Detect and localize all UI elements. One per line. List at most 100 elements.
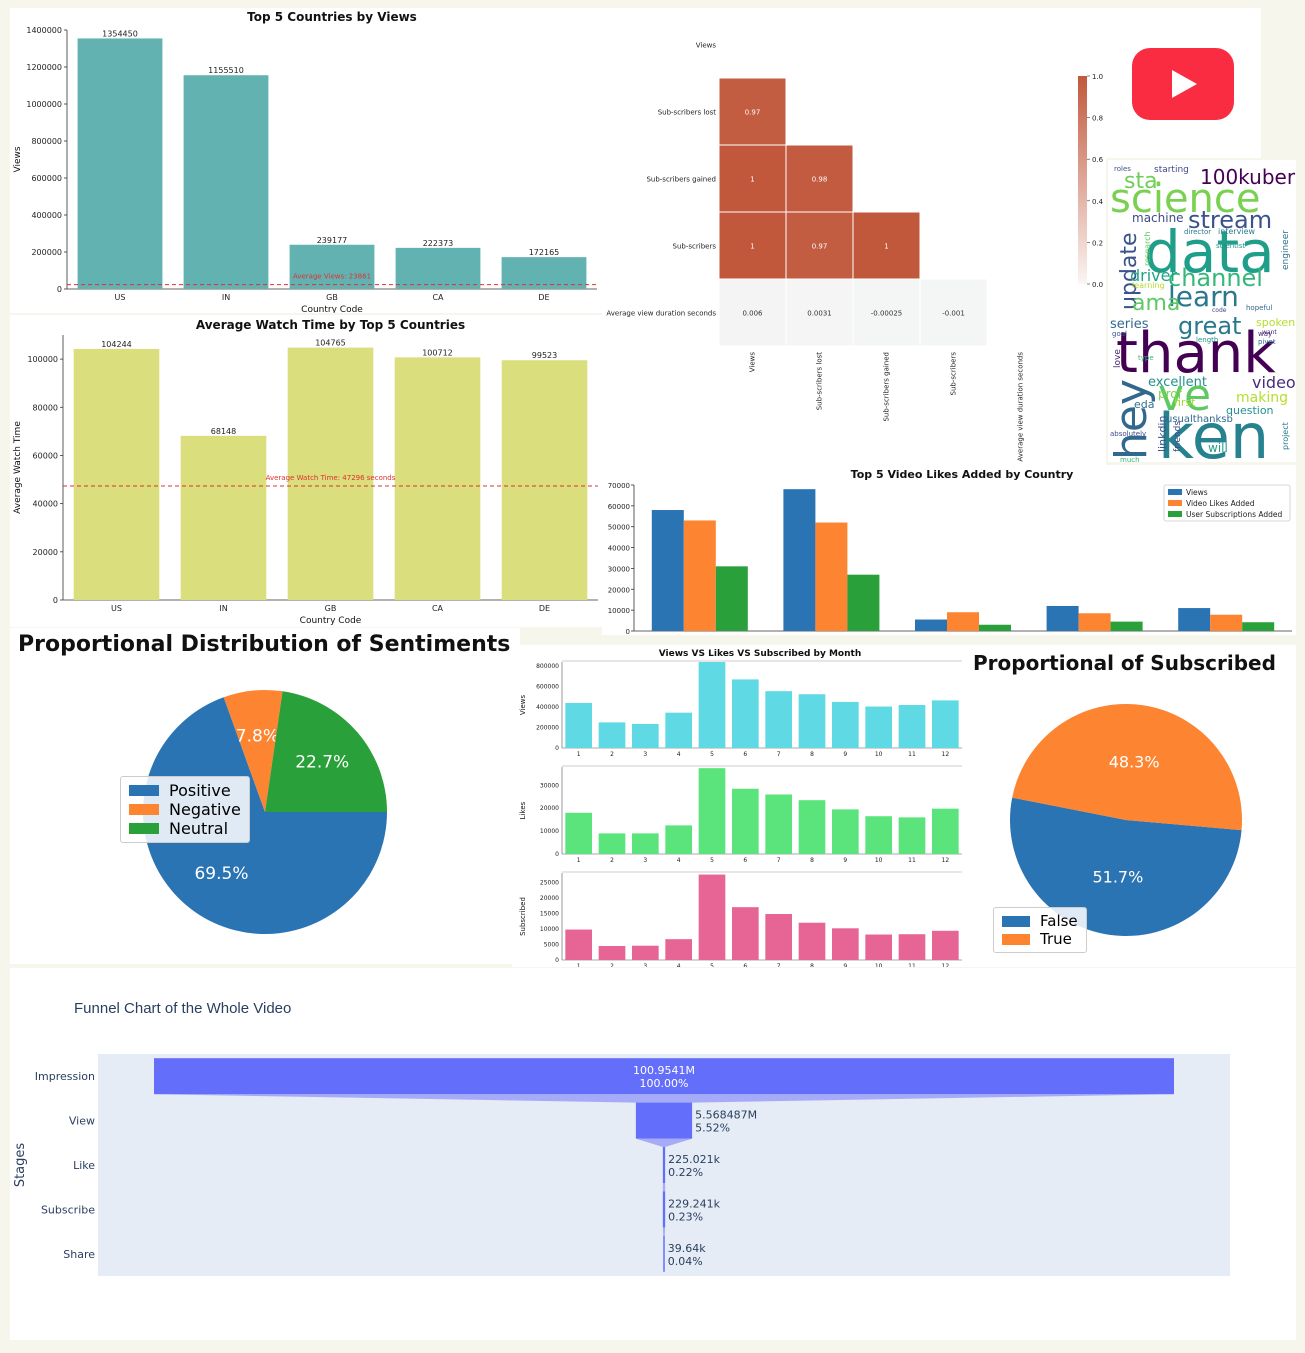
- bar-month-12: [932, 808, 959, 854]
- y-tick-label: 30000: [540, 782, 559, 789]
- word-ve: ve: [1158, 370, 1211, 421]
- funnel-bar-view: [635, 1102, 693, 1139]
- sentiment-panel: Proportional Distribution of Sentiments …: [10, 628, 520, 964]
- word-machine: machine: [1132, 211, 1184, 225]
- heatmap-cell-value: 1: [750, 243, 754, 251]
- bar-month-2: [598, 946, 626, 960]
- views-bar-chart: Top 5 Countries by Views 0 200000 400000 600…: [13, 10, 597, 315]
- word-project: project: [1281, 422, 1290, 450]
- word-roles: roles: [1114, 165, 1131, 173]
- y-axis-label: Likes: [519, 801, 527, 819]
- heatmap-col-label: Views: [749, 352, 757, 373]
- pie-slice-label: 69.5%: [194, 864, 248, 884]
- average-label: Average Watch Time: 47296 seconds: [266, 474, 396, 482]
- word-ken: ken: [1158, 400, 1269, 462]
- heatmap-row-label: Average view duration seconds: [606, 310, 716, 318]
- y-tick-label: 600000: [536, 684, 559, 691]
- funnel-value-label: 100.9541M: [633, 1064, 695, 1077]
- y-axis-label: Average Watch Time: [13, 421, 23, 514]
- y-tick-label: 0: [555, 851, 559, 858]
- heatmap-cell-value: 0.0031: [807, 310, 832, 318]
- funnel-percent-label: 100.00%: [640, 1077, 689, 1090]
- subscribed-pie-chart: 51.7% 48.3%: [1009, 704, 1242, 937]
- bar-value-label: 172165: [529, 248, 560, 257]
- x-tick-label: 9: [843, 751, 847, 758]
- y-tick-label: 25000: [540, 879, 559, 886]
- funnel-connector: [154, 1094, 1174, 1103]
- word-will: will: [1208, 441, 1228, 455]
- y-tick-label: 70000: [608, 482, 630, 490]
- x-tick-label: 2: [610, 963, 614, 967]
- bar-month-9: [832, 928, 859, 960]
- heatmap-cell-value: -0.001: [942, 310, 965, 318]
- x-tick-label: 5: [710, 857, 714, 864]
- funnel-stage-label: View: [69, 1115, 95, 1128]
- word-code: code: [1212, 307, 1227, 314]
- legend-item-false: False: [1002, 912, 1078, 930]
- legend-item-true: True: [1002, 930, 1078, 948]
- bar-value-label: 1155510: [208, 66, 244, 75]
- bar-month-11: [898, 817, 926, 854]
- heatmap-cell: [718, 278, 787, 347]
- word-channel: channel: [1168, 264, 1263, 292]
- bar-GB-Video Likes Added: [1078, 613, 1111, 631]
- bar-CA-Video Likes Added: [1210, 614, 1243, 631]
- bar-DE: [501, 360, 588, 600]
- pie-slice-label: 7.8%: [236, 727, 279, 747]
- bar-BR-User Subscriptions Added: [979, 624, 1011, 631]
- x-tick-label: CA: [432, 604, 444, 613]
- word-making: making: [1236, 390, 1288, 406]
- pie-slice-label: 22.7%: [295, 753, 349, 773]
- word-thank: thank: [1116, 321, 1276, 386]
- bar-month-12: [932, 930, 959, 960]
- x-tick-label: DE: [538, 293, 549, 302]
- funnel-percent-label: 0.23%: [668, 1210, 703, 1223]
- funnel-stage-label: Like: [73, 1159, 95, 1172]
- pie-slice-label: 51.7%: [1092, 867, 1143, 886]
- views-chart-panel: Top 5 Countries by Views 0 200000 400000 600…: [10, 8, 602, 315]
- legend-item-neutral: Neutral: [129, 819, 241, 838]
- y-tick-label: 0: [626, 628, 630, 635]
- legend-item-negative: Negative: [129, 800, 241, 819]
- funnel-stage-label: Subscribe: [41, 1203, 95, 1216]
- y-tick-label: 20000: [608, 586, 630, 594]
- word-prof: prof: [1158, 387, 1183, 401]
- wordcloud-panel: science data thank ken hey ve learn stream chann…: [1108, 160, 1296, 462]
- x-tick-label: US: [115, 293, 126, 302]
- word-eda: eda: [1134, 398, 1155, 411]
- legend-box: [1163, 484, 1291, 522]
- bar-month-10: [865, 934, 892, 960]
- heatmap-row-label: Sub-scribers: [673, 243, 717, 251]
- x-axis-label: Country Code: [301, 305, 363, 313]
- funnel-stage-label: Share: [63, 1248, 95, 1261]
- bar-month-4: [665, 825, 692, 854]
- monthly-bar-charts: Views VS Likes VS Subscribed by Month020…: [519, 649, 962, 970]
- bar-BR-Views: [915, 619, 947, 631]
- heatmap-col-label: Sub-scribers gained: [883, 352, 891, 422]
- funnel-bar-share: [663, 1235, 665, 1272]
- bar-IN: [183, 75, 269, 289]
- y-tick-label: 10000: [540, 926, 559, 933]
- bar-month-10: [865, 816, 892, 854]
- bar-month-10: [865, 706, 892, 748]
- pie-slice-True: [1012, 704, 1242, 831]
- word-hopeful: hopeful: [1246, 304, 1272, 312]
- colorbar-tick-label: 0.2: [1092, 239, 1103, 247]
- funnel-percent-label: 0.04%: [668, 1255, 703, 1268]
- x-tick-label: 7: [777, 963, 781, 967]
- pie-slice-Neutral: [265, 691, 387, 812]
- colorbar-tick-label: 1.0: [1092, 73, 1103, 81]
- bar-BR-Video Likes Added: [947, 612, 979, 631]
- word-pivot: pivot: [1258, 338, 1276, 346]
- word-love: love: [1113, 349, 1123, 368]
- legend-label: Positive: [169, 781, 231, 800]
- sentiment-legend: Positive Negative Neutral: [120, 776, 250, 843]
- x-tick-label: GB: [325, 604, 337, 613]
- y-tick-label: 60000: [33, 451, 58, 460]
- x-tick-label: 12: [942, 857, 950, 864]
- heatmap-cell: [718, 211, 787, 280]
- funnel-title: Funnel Chart of the Whole Video: [74, 1000, 292, 1017]
- monthly-chart-panel: Views VS Likes VS Subscribed by Month 0 20…: [512, 645, 965, 970]
- word-much: much: [1120, 456, 1140, 462]
